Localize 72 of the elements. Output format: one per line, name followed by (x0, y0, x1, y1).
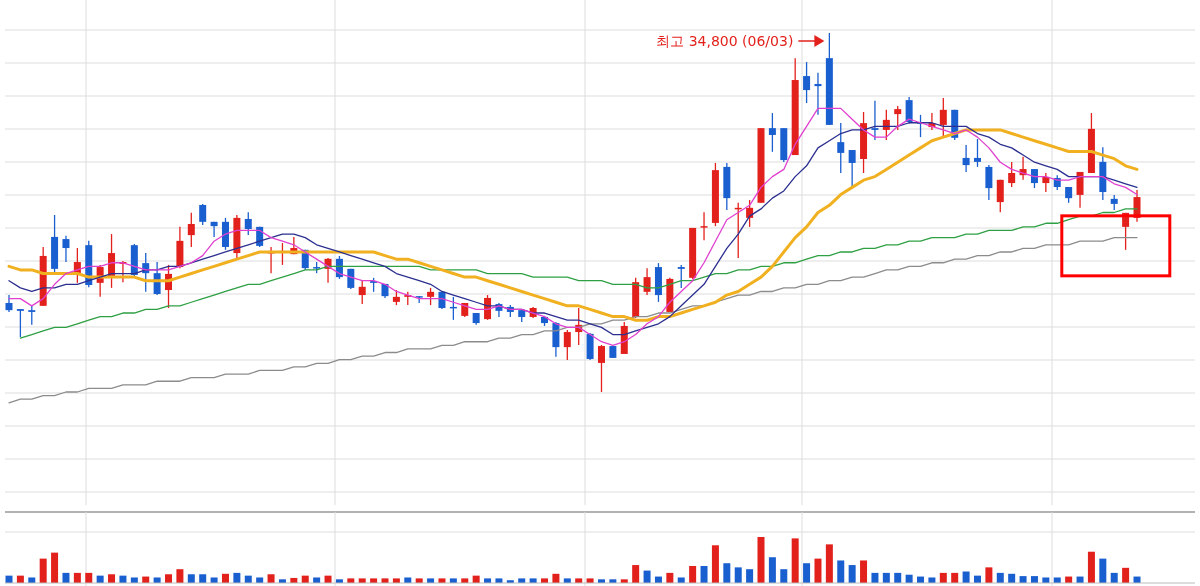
bar (848, 565, 856, 583)
bar (176, 569, 184, 583)
bar (267, 574, 275, 583)
bar (734, 567, 742, 583)
bar (928, 577, 936, 583)
bar (187, 574, 195, 583)
bar (689, 565, 697, 583)
candlestick (210, 221, 218, 238)
bar (825, 544, 833, 583)
candlestick (939, 97, 947, 138)
bar (791, 538, 799, 583)
bar (677, 577, 685, 583)
bar (860, 560, 868, 583)
candlestick (973, 138, 981, 168)
annotation: 최고 34,800 (06/03) (656, 33, 794, 49)
candlestick (199, 203, 207, 226)
bar (1053, 577, 1061, 583)
candlestick (244, 211, 252, 236)
candlestick (871, 100, 879, 141)
candlestick (597, 344, 605, 393)
bar (130, 577, 138, 583)
candlestick (1030, 168, 1038, 189)
bar (723, 563, 731, 583)
candlestick (962, 144, 970, 173)
candlestick (814, 72, 822, 116)
bar (28, 577, 36, 583)
candlestick (905, 96, 913, 125)
bar (780, 569, 788, 583)
candlestick (563, 329, 571, 361)
bar (1099, 558, 1107, 583)
bar (985, 567, 993, 583)
bar (313, 577, 321, 583)
bar (165, 574, 173, 583)
bar (153, 577, 161, 583)
candlestick (803, 61, 811, 104)
bar (711, 545, 719, 583)
bar (199, 574, 207, 583)
bar (757, 537, 765, 583)
candlestick (358, 279, 366, 305)
candlestick (1008, 161, 1016, 188)
bar (768, 557, 776, 583)
candlestick (62, 235, 70, 263)
bar (837, 560, 845, 583)
bar (803, 563, 811, 583)
candlestick (643, 267, 651, 296)
bar (51, 552, 59, 583)
candlestick (996, 179, 1004, 213)
bar (1122, 567, 1130, 583)
bar (1087, 551, 1095, 583)
candlestick (882, 109, 890, 141)
bar (210, 577, 218, 583)
candlestick (768, 112, 776, 153)
bar (404, 577, 412, 583)
bar (108, 574, 116, 583)
candlestick (1042, 172, 1050, 193)
candlestick (848, 149, 856, 188)
bar (39, 558, 47, 583)
bar (814, 558, 822, 583)
candlestick (16, 308, 24, 338)
bar (632, 565, 640, 583)
candlestick (187, 212, 195, 248)
candlestick (677, 264, 685, 289)
bar (746, 569, 754, 583)
candlestick (28, 304, 36, 326)
bar (256, 577, 264, 583)
candlestick (837, 122, 845, 174)
candlestick (985, 164, 993, 201)
candlestick (1076, 171, 1084, 209)
bar (700, 565, 708, 583)
candlestick (700, 211, 708, 241)
bar (1042, 577, 1050, 583)
candlestick (894, 105, 902, 131)
